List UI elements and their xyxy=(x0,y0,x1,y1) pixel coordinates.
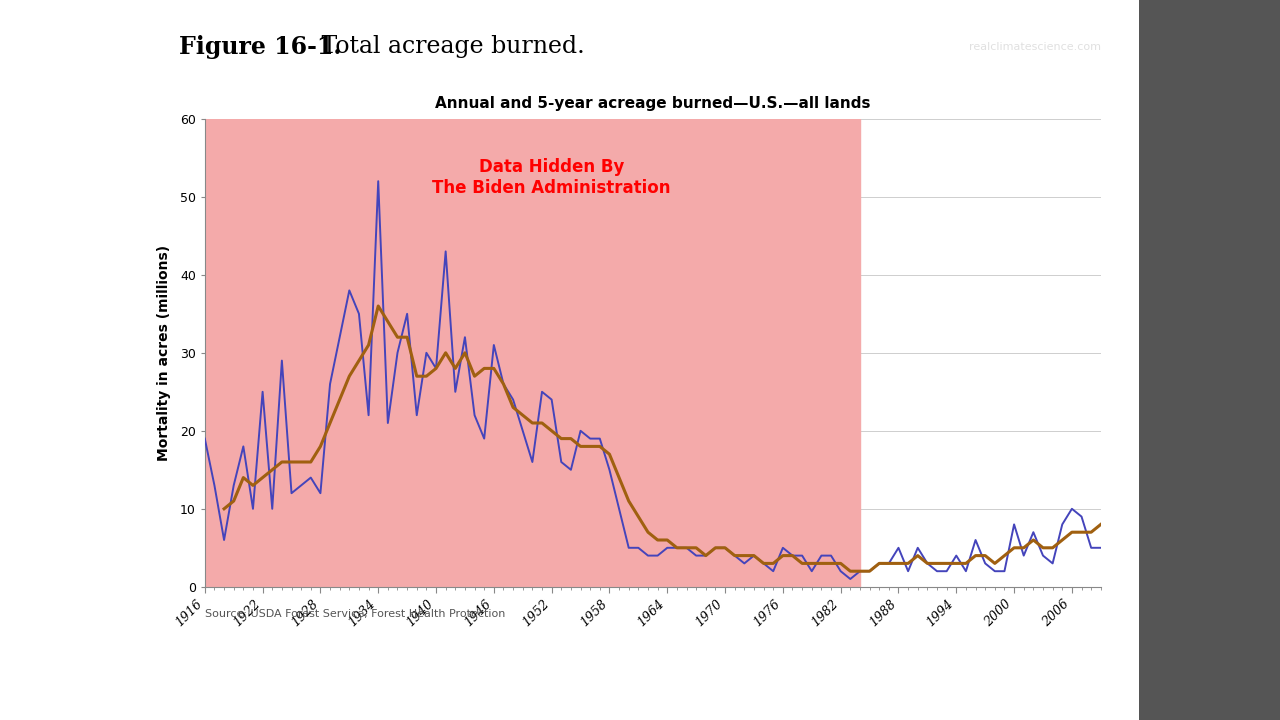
FancyBboxPatch shape xyxy=(0,0,1139,720)
Y-axis label: Mortality in acres (millions): Mortality in acres (millions) xyxy=(157,245,172,461)
FancyBboxPatch shape xyxy=(1139,0,1280,720)
Text: Source: USDA Forest Service, Forest Health Protection: Source: USDA Forest Service, Forest Heal… xyxy=(205,609,506,619)
Text: Figure 16-1.: Figure 16-1. xyxy=(179,35,342,59)
Text: realclimatescience.com: realclimatescience.com xyxy=(969,42,1101,52)
Bar xyxy=(205,119,860,587)
Text: Así que lo que hicieron es eliminar todos los
datos anteriores al año más bajo r: Así que lo que hicieron es eliminar todo… xyxy=(262,647,678,695)
Text: Total acreage burned.: Total acreage burned. xyxy=(314,35,585,58)
Title: Annual and 5-year acreage burned—U.S.—all lands: Annual and 5-year acreage burned—U.S.—al… xyxy=(435,96,870,111)
Text: Data Hidden By
The Biden Administration: Data Hidden By The Biden Administration xyxy=(433,158,671,197)
